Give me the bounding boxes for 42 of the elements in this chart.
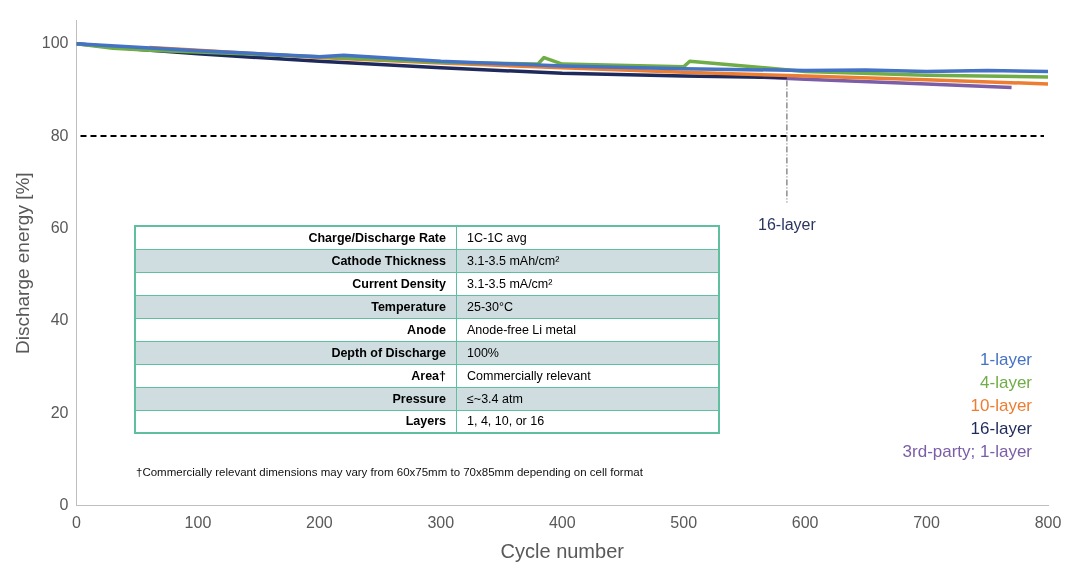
text: 3rd-party; 1-layer (902, 441, 1032, 463)
annotation: 1C-1C avg (456, 226, 719, 249)
annotation: Cathode Thickness (135, 249, 457, 272)
annotation: †Commercially relevant dimensions may vary from 60x75mm to 70x85mm depending on cell format (136, 466, 643, 478)
text: 16-layer (969, 418, 1032, 440)
x-tick-label: 400 (548, 513, 576, 531)
x-tick-label: 800 (1034, 513, 1062, 531)
annotation: ≤~3.4 atm (456, 387, 719, 410)
y-tick-label: 0 (59, 496, 69, 514)
x-tick-label: 600 (791, 513, 819, 531)
x-tick-label: 300 (427, 513, 455, 531)
annotation: Temperature (135, 295, 457, 318)
text: 4-layer (979, 372, 1032, 394)
x-axis-title: Cycle number (500, 539, 625, 562)
annotation: Area† (135, 364, 457, 387)
annotation: Anode-free Li metal (456, 318, 719, 341)
text: 10-layer (969, 395, 1032, 417)
x-tick-label: 100 (184, 513, 212, 531)
y-tick-label: 60 (50, 218, 69, 236)
y-tick-label: 80 (50, 126, 69, 144)
annotation: Anode (135, 318, 457, 341)
annotation: Current Density (135, 272, 457, 295)
text: 1-layer (979, 349, 1032, 371)
x-tick-label: 500 (670, 513, 698, 531)
annotation: 25-30°C (456, 295, 719, 318)
y-axis-title: Discharge energy [%] (11, 172, 33, 355)
annotation: Layers (135, 410, 457, 433)
annotation: 100% (456, 341, 719, 364)
y-tick-label: 20 (50, 403, 69, 421)
annotation: 16-layer (758, 215, 817, 233)
annotation: 3.1-3.5 mA/cm² (456, 272, 719, 295)
y-tick-label: 40 (50, 311, 69, 329)
annotation: Commercially relevant (456, 364, 719, 387)
x-tick-label: 0 (72, 513, 82, 531)
x-tick-label: 200 (306, 513, 333, 531)
annotation: Pressure (135, 387, 457, 410)
annotation: Depth of Discharge (135, 341, 457, 364)
annotation: 1, 4, 10, or 16 (456, 410, 719, 433)
y-tick-label: 100 (41, 34, 69, 52)
annotation: Charge/Discharge Rate (135, 226, 457, 249)
x-tick-label: 700 (913, 513, 941, 531)
annotation: 3.1-3.5 mAh/cm² (456, 249, 719, 272)
